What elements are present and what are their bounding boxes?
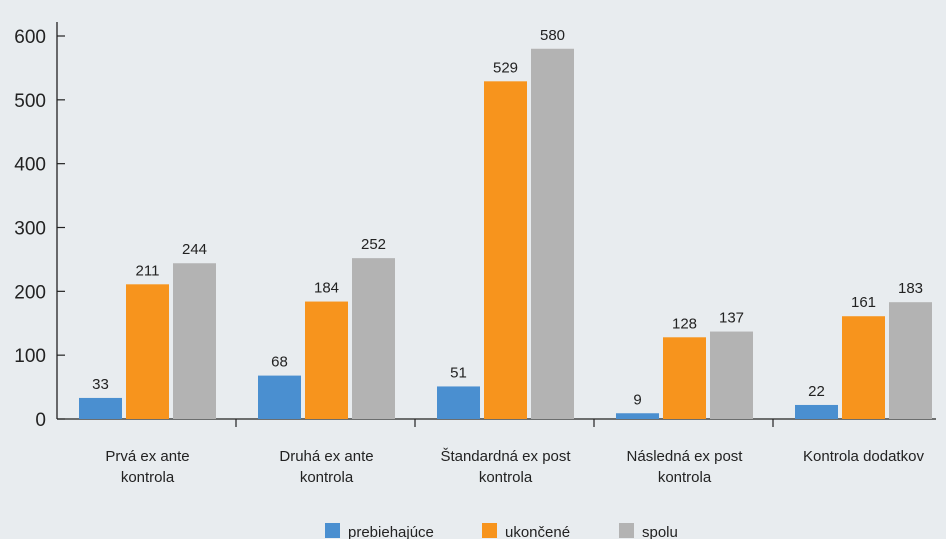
x-tick-label-line: kontrola xyxy=(479,469,533,486)
bar xyxy=(663,337,706,419)
x-axis xyxy=(57,418,936,427)
data-label: 128 xyxy=(672,315,697,332)
x-tick-label-line: kontrola xyxy=(658,469,712,486)
legend-swatch xyxy=(325,523,340,538)
bar xyxy=(352,258,395,419)
data-label: 183 xyxy=(898,280,923,297)
legend-swatch xyxy=(619,523,634,538)
data-label: 68 xyxy=(271,354,288,371)
y-tick-label: 100 xyxy=(14,346,46,367)
x-tick-label-line: kontrola xyxy=(121,469,175,486)
data-label: 161 xyxy=(851,294,876,311)
data-label: 244 xyxy=(182,241,207,258)
x-tick-label: Prvá ex ante kontrola xyxy=(105,448,189,486)
y-tick-label: 0 xyxy=(35,410,46,431)
data-label: 51 xyxy=(450,364,467,381)
data-label: 9 xyxy=(633,391,641,408)
y-tick-label: 500 xyxy=(14,91,46,112)
bar xyxy=(842,316,885,419)
x-tick-label-line: Kontrola dodatkov xyxy=(803,448,924,465)
legend-swatch xyxy=(482,523,497,538)
data-label: 211 xyxy=(136,262,160,279)
legend-label: prebiehajúce xyxy=(348,524,434,539)
y-axis: 0 100 200 300 400 500 600 xyxy=(14,22,65,431)
data-label: 22 xyxy=(808,383,825,400)
data-label: 529 xyxy=(493,59,518,76)
x-tick-label: Druhá ex ante kontrola xyxy=(279,448,373,486)
x-tick-label: Následná ex post kontrola xyxy=(627,448,744,486)
bar xyxy=(258,375,301,419)
x-tick-label-line: Prvá ex ante xyxy=(105,448,189,465)
data-labels: 33 211 244 68 184 252 51 529 580 9 128 137 22 161 183 xyxy=(92,27,923,408)
bar xyxy=(889,302,932,419)
x-tick-label-line: Následná ex post xyxy=(627,448,744,465)
bar xyxy=(484,81,527,420)
bar xyxy=(79,397,122,419)
x-tick-label-line: kontrola xyxy=(300,469,354,486)
data-label: 252 xyxy=(361,236,386,253)
bar xyxy=(173,263,216,419)
data-label: 137 xyxy=(719,310,744,327)
legend: prebiehajúce ukončené spolu xyxy=(325,523,678,539)
data-label: 580 xyxy=(540,27,565,44)
bar xyxy=(305,301,348,419)
bar xyxy=(616,413,659,419)
x-tick-label: Kontrola dodatkov xyxy=(803,448,924,465)
data-label: 184 xyxy=(314,280,339,297)
y-tick-label: 300 xyxy=(14,219,46,240)
bar xyxy=(710,331,753,419)
bar xyxy=(126,284,169,419)
legend-label: spolu xyxy=(642,524,678,539)
y-tick-label: 400 xyxy=(14,155,46,176)
bar xyxy=(437,386,480,419)
x-tick-label-line: Štandardná ex post xyxy=(440,448,571,465)
x-tick-label: Štandardná ex post kontrola xyxy=(440,448,571,486)
x-tick-label-line: Druhá ex ante xyxy=(279,448,373,465)
legend-label: ukončené xyxy=(505,524,570,539)
data-label: 33 xyxy=(92,376,109,393)
bar xyxy=(531,48,574,420)
y-tick-label: 600 xyxy=(14,27,46,48)
bar xyxy=(795,404,838,419)
bars xyxy=(79,48,932,420)
category-labels: Prvá ex ante kontrola Druhá ex ante kontrol… xyxy=(105,448,924,486)
y-tick-label: 200 xyxy=(14,282,46,303)
